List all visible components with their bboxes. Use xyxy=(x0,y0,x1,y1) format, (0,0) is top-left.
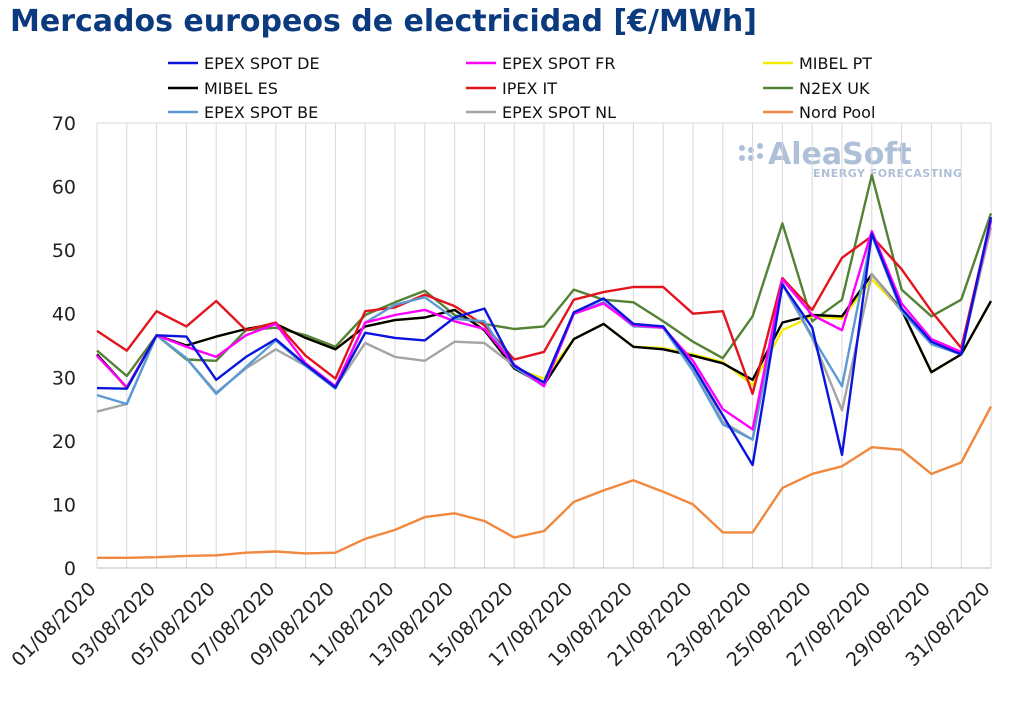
logo-dot xyxy=(739,155,745,161)
logo-dot xyxy=(757,143,763,149)
legend: EPEX SPOT DE EPEX SPOT FR MIBEL PT MIBEL ES… xyxy=(168,54,875,122)
legend-item: EPEX SPOT NL xyxy=(466,103,616,122)
y-axis: 0 10 20 30 40 50 60 70 xyxy=(52,113,76,580)
y-tick-label: 70 xyxy=(52,113,76,135)
legend-item: N2EX UK xyxy=(763,79,870,98)
y-tick-label: 50 xyxy=(52,240,76,262)
y-tick-label: 0 xyxy=(64,558,76,580)
legend-label: MIBEL ES xyxy=(204,79,278,98)
legend-label: EPEX SPOT FR xyxy=(502,54,616,73)
series-line-epex-spot-de xyxy=(96,216,993,467)
series-line-epex-spot-fr xyxy=(96,220,993,431)
legend-item: EPEX SPOT FR xyxy=(466,54,616,73)
legend-label: Nord Pool xyxy=(799,103,875,122)
legend-label: MIBEL PT xyxy=(799,54,872,73)
series-line-ipex-it xyxy=(96,219,993,395)
legend-item: IPEX IT xyxy=(466,79,557,98)
legend-label: N2EX UK xyxy=(799,79,870,98)
y-tick-label: 10 xyxy=(52,494,76,516)
logo-dot xyxy=(739,145,745,151)
legend-item: EPEX SPOT BE xyxy=(168,103,318,122)
y-tick-label: 60 xyxy=(52,177,76,199)
logo-brand: AleaSoft xyxy=(768,137,912,172)
legend-label: EPEX SPOT BE xyxy=(204,103,318,122)
legend-label: EPEX SPOT NL xyxy=(502,103,616,122)
legend-item: Nord Pool xyxy=(763,103,875,122)
legend-item: EPEX SPOT DE xyxy=(168,54,320,73)
logo-tagline: ENERGY FORECASTING xyxy=(813,167,962,180)
legend-label: EPEX SPOT DE xyxy=(204,54,320,73)
chart-grid xyxy=(96,122,992,569)
x-axis: 01/08/202003/08/202005/08/202007/08/2020… xyxy=(8,578,995,671)
legend-label: IPEX IT xyxy=(502,79,557,98)
chart-title: Mercados europeos de electricidad [€/MWh… xyxy=(10,4,757,39)
y-tick-label: 30 xyxy=(52,367,76,389)
y-tick-label: 40 xyxy=(52,304,76,326)
legend-item: MIBEL ES xyxy=(168,79,278,98)
legend-item: MIBEL PT xyxy=(763,54,872,73)
logo-dot xyxy=(757,153,763,159)
plot-lines xyxy=(96,173,993,559)
series-line-nord-pool xyxy=(97,405,993,559)
y-tick-label: 20 xyxy=(52,431,76,453)
